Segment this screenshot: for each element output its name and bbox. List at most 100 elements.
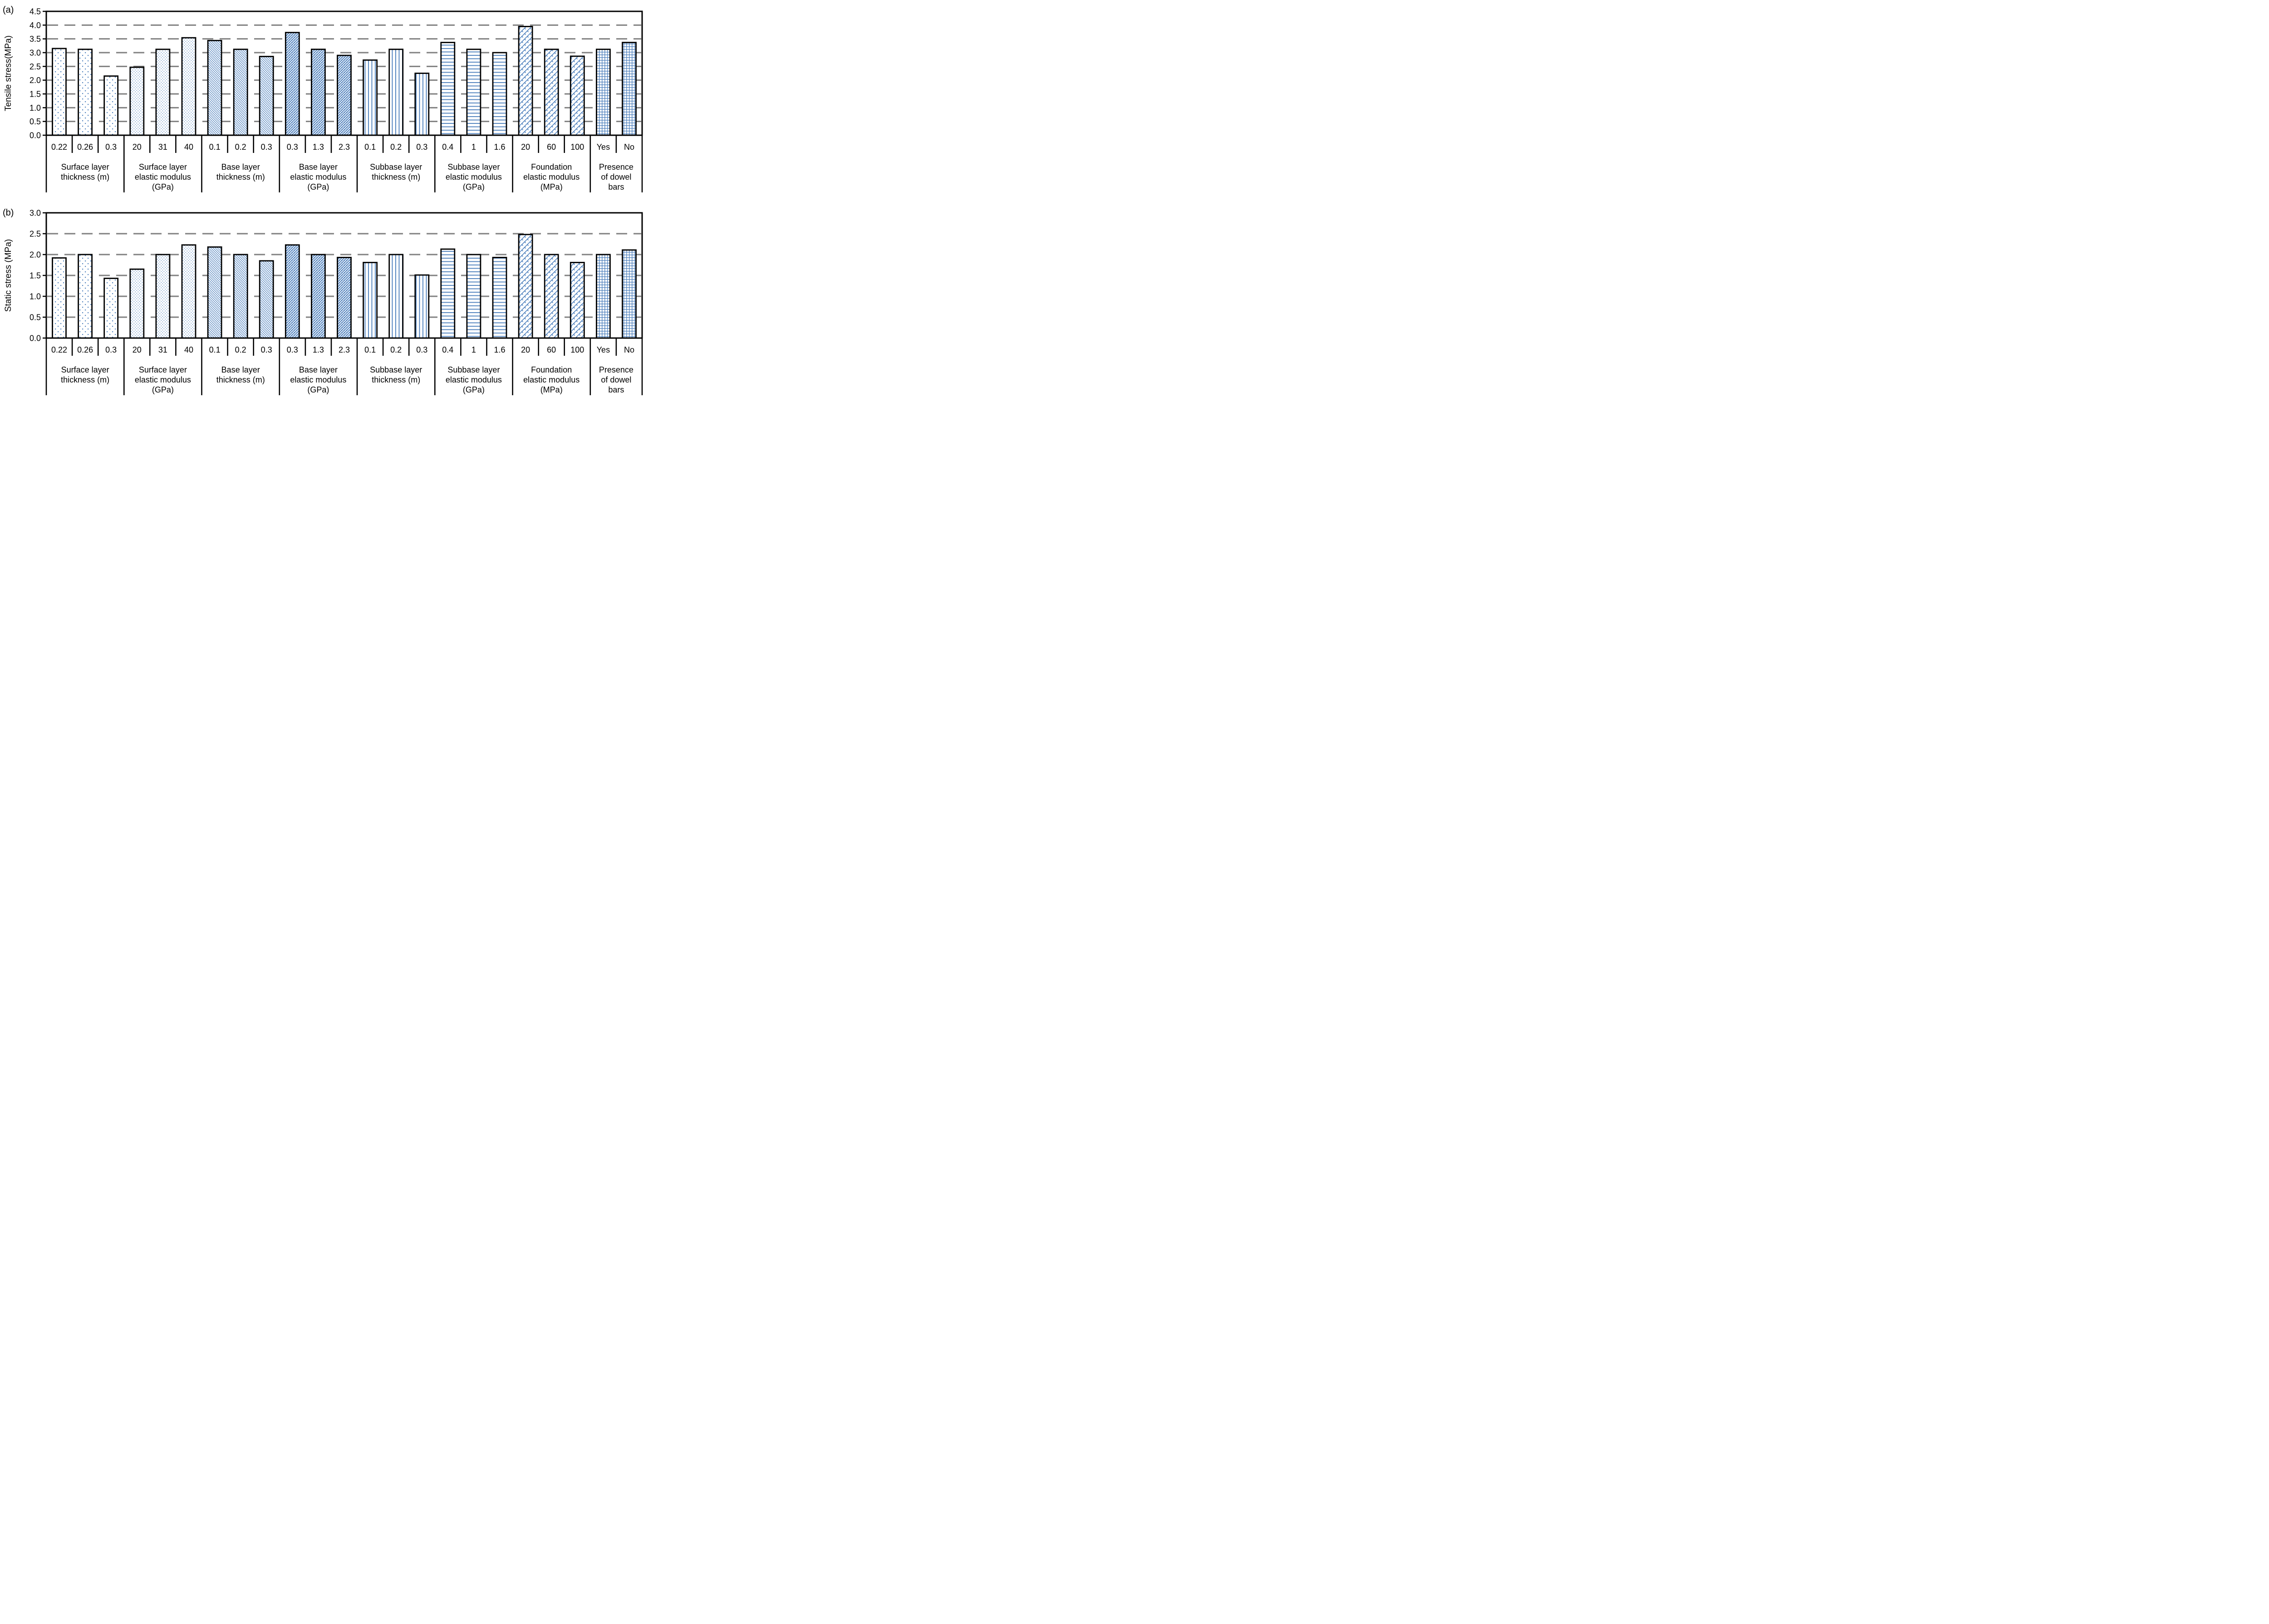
x-group-label: (GPa) (307, 182, 329, 191)
x-group-label: thickness (m) (216, 375, 265, 384)
bar-b-100-g6 (570, 262, 585, 339)
x-group-label: elastic modulus (523, 172, 580, 182)
bar-b-60-g6 (544, 254, 559, 339)
x-group-label: (GPa) (152, 385, 174, 394)
x-value-label: 20 (133, 142, 142, 152)
x-group-label: thickness (m) (216, 172, 265, 182)
x-group-label: Base layer (299, 162, 338, 172)
x-group-label: Foundation (531, 162, 572, 172)
bar-a-31-g1 (155, 49, 171, 136)
x-value-label: 0.22 (51, 142, 67, 152)
x-value-label: 60 (547, 142, 556, 152)
x-value-label: 0.3 (105, 345, 117, 354)
bars (52, 234, 637, 339)
panel-letter: (b) (3, 208, 14, 218)
x-group-label: Surface layer (139, 365, 187, 374)
x-group-label: thickness (m) (61, 172, 109, 182)
bar-a-2.3-g3 (337, 54, 352, 136)
x-group-label: Foundation (531, 365, 572, 374)
x-group-label: (GPa) (463, 385, 485, 394)
bar-b-1.3-g3 (311, 254, 326, 339)
bar-a-1.3-g3 (311, 49, 326, 136)
x-group-label: Presence (599, 162, 634, 172)
x-value-label: 2.3 (339, 345, 350, 354)
x-group-label: Base layer (221, 365, 260, 374)
x-value-label: 0.2 (390, 345, 402, 354)
x-value-label: 0.3 (105, 142, 117, 152)
x-value-label: 1.6 (494, 345, 505, 354)
x-value-label: 1.3 (313, 142, 324, 152)
x-group-label: of dowel (601, 375, 631, 384)
x-group-label: Presence (599, 365, 634, 374)
bar-a-0.2-g4 (388, 49, 404, 136)
bar-a-0.3-g4 (414, 73, 430, 136)
x-group-label: Subbase layer (370, 162, 422, 172)
x-group-label: Surface layer (139, 162, 187, 172)
x-value-label: 1.6 (494, 142, 505, 152)
x-group-label: thickness (m) (372, 172, 420, 182)
y-axis-title: Static stress (MPa) (4, 239, 13, 312)
bar-a-20-g6 (518, 26, 533, 136)
x-value-label: Yes (597, 142, 610, 152)
bar-b-Yes-g7 (596, 254, 611, 339)
x-value-label: 0.1 (364, 142, 376, 152)
y-axis-title: Tensile stress(MPa) (4, 35, 13, 111)
bar-b-0.4-g5 (440, 248, 456, 339)
x-group-label: of dowel (601, 172, 631, 182)
bar-a-0.1-g4 (363, 59, 378, 136)
x-value-label: 0.2 (235, 142, 246, 152)
bar-a-0.3-g2 (259, 56, 274, 136)
bar-b-0.26-g0 (78, 254, 93, 339)
x-value-label: 40 (184, 345, 193, 354)
x-group-label: elastic modulus (290, 172, 346, 182)
y-tick-label: 2.0 (29, 250, 41, 260)
y-tick-label: 0.5 (29, 313, 41, 322)
bar-a-20-g1 (129, 66, 145, 136)
bar-b-0.3-g0 (103, 277, 119, 339)
x-group-label: (MPa) (540, 385, 563, 394)
y-tick-label: 4.0 (29, 21, 41, 30)
y-tick-label: 1.5 (29, 90, 41, 99)
x-value-label: No (624, 345, 634, 354)
y-tick-label: 4.5 (29, 7, 41, 16)
x-group-label: Subbase layer (447, 162, 500, 172)
x-value-label: 0.3 (416, 345, 427, 354)
bar-b-0.3-g4 (414, 274, 430, 339)
panel-a-chart: (a) Tensile stress(MPa) 4.5 4.0 3.5 3.0 2.5 2.0… (3, 5, 643, 192)
bar-a-1-g5 (466, 49, 481, 136)
x-group-label: elastic modulus (523, 375, 580, 384)
x-group-label: (GPa) (152, 182, 174, 191)
y-tick-label: 2.5 (29, 230, 41, 239)
x-value-label: 1 (471, 142, 476, 152)
x-group-label: (MPa) (540, 182, 563, 191)
x-group-label: thickness (m) (61, 375, 109, 384)
bar-a-Yes-g7 (596, 49, 611, 136)
x-value-label: 60 (547, 345, 556, 354)
bar-b-0.3-g3 (285, 244, 300, 339)
bar-a-0.22-g0 (52, 48, 67, 136)
x-value-label: 1.3 (313, 345, 324, 354)
x-value-label: 0.1 (209, 142, 221, 152)
x-value-label: 31 (158, 142, 167, 152)
y-tick-label: 1.5 (29, 271, 41, 280)
bar-b-0.1-g2 (207, 246, 222, 339)
x-value-label: 0.3 (287, 345, 298, 354)
bar-a-100-g6 (570, 55, 585, 136)
bar-b-0.3-g2 (259, 260, 274, 339)
bars (52, 26, 637, 136)
x-value-label: 1 (471, 345, 476, 354)
y-tick-label: 3.5 (29, 34, 41, 44)
y-axis: 4.5 4.0 3.5 3.0 2.5 2.0 1.5 1.0 0.5 0.0 (29, 7, 46, 140)
x-value-label: 0.1 (209, 345, 221, 354)
x-group-label: bars (608, 182, 624, 191)
x-group-label: thickness (m) (372, 375, 420, 384)
x-value-label: Yes (597, 345, 610, 354)
x-value-label: 20 (521, 142, 530, 152)
x-group-label: (GPa) (463, 182, 485, 191)
bar-b-20-g6 (518, 234, 533, 339)
bar-a-40-g1 (181, 37, 196, 136)
bar-b-31-g1 (155, 254, 171, 339)
y-axis: 3.0 2.5 2.0 1.5 1.0 0.5 0.0 (29, 209, 46, 343)
x-group-label: elastic modulus (446, 172, 502, 182)
y-tick-label: 2.0 (29, 76, 41, 85)
